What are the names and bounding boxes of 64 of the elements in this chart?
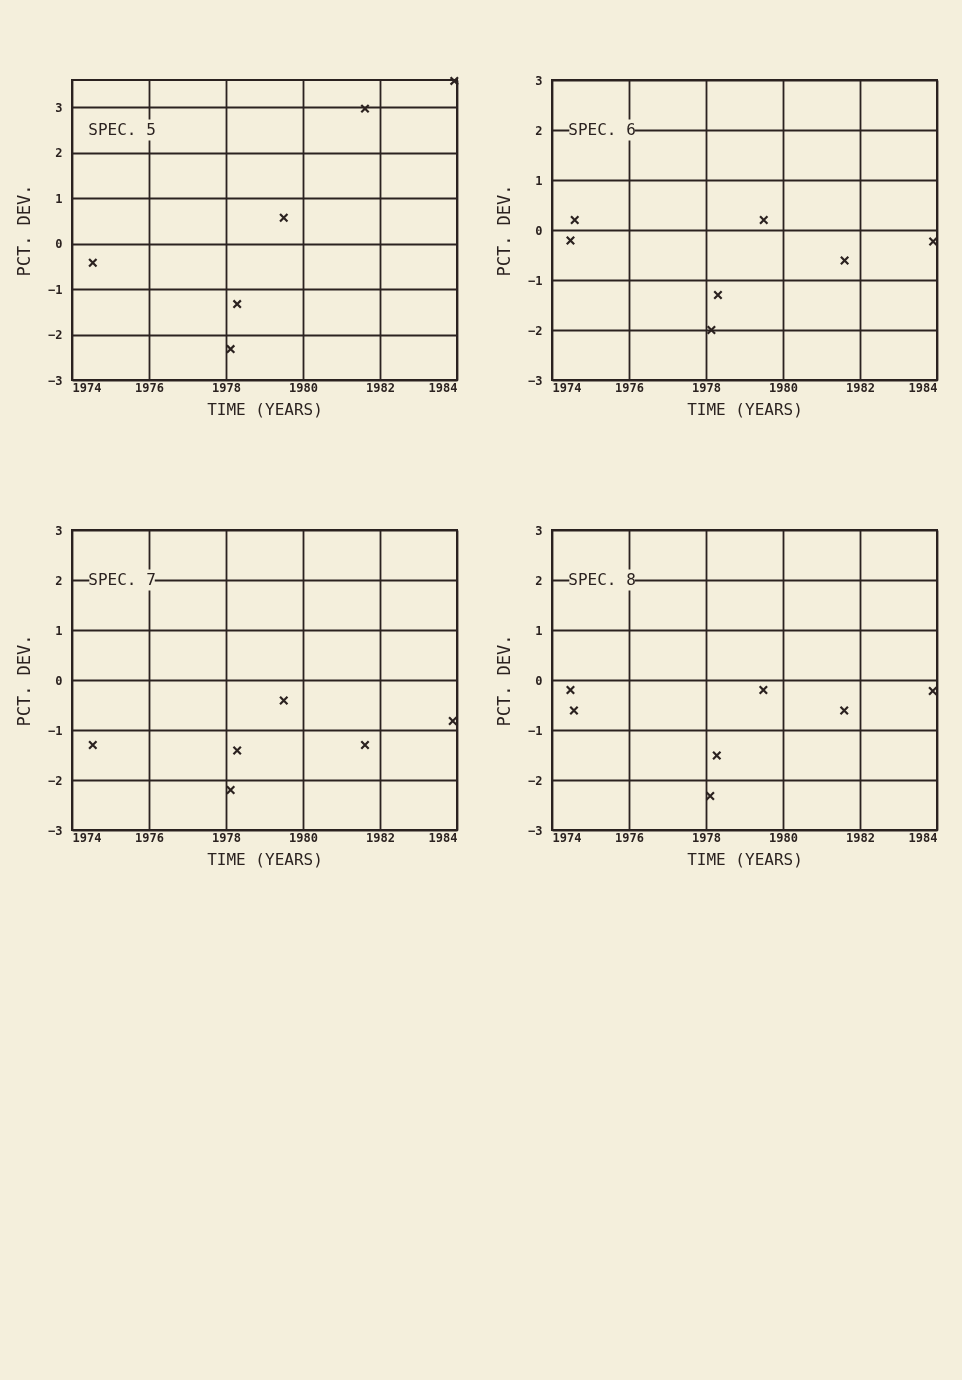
y-tick-label: 1	[55, 191, 63, 206]
y-tick-label: 1	[55, 623, 63, 638]
y-axis-title: PCT. DEV.	[14, 634, 35, 727]
x-tick-label: 1978	[692, 830, 721, 845]
y-tick-label: −2	[48, 328, 63, 343]
x-tick-label: 1982	[846, 830, 875, 845]
annotation: SPEC. 8	[568, 570, 636, 589]
y-tick-label: −3	[528, 823, 543, 838]
y-tick-label: −1	[528, 273, 543, 288]
y-tick-label: −2	[48, 773, 63, 788]
x-tick-label: 1978	[212, 380, 241, 395]
y-tick-label: 2	[55, 573, 63, 588]
x-tick-label: 1980	[289, 830, 318, 845]
x-axis-title: TIME (YEARS)	[207, 849, 323, 869]
x-tick-label: 1980	[769, 380, 798, 395]
y-tick-label: 3	[55, 100, 63, 115]
annotation: SPEC. 5	[88, 120, 156, 139]
x-tick-label: 1976	[615, 380, 644, 395]
y-tick-label: 3	[55, 523, 63, 538]
y-tick-label: −2	[528, 323, 543, 338]
y-axis-title: PCT. DEV.	[494, 184, 515, 277]
y-tick-label: 2	[535, 123, 543, 138]
x-tick-label: 1974	[552, 830, 582, 845]
y-tick-label: 1	[535, 173, 543, 188]
y-tick-label: −1	[48, 282, 63, 297]
annotation: SPEC. 6	[568, 120, 636, 139]
x-tick-label: 1974	[72, 830, 102, 845]
x-tick-label: 1976	[615, 830, 644, 845]
y-tick-label: 2	[535, 573, 543, 588]
x-tick-label: 1984	[908, 380, 938, 395]
y-tick-label: −3	[48, 373, 63, 388]
x-tick-label: 1974	[72, 380, 102, 395]
y-tick-label: 1	[535, 623, 543, 638]
y-tick-label: 2	[55, 146, 63, 161]
y-axis-title: PCT. DEV.	[14, 184, 35, 277]
x-tick-label: 1974	[552, 380, 582, 395]
y-tick-label: 0	[535, 673, 543, 688]
y-tick-label: −1	[48, 723, 63, 738]
x-tick-label: 1980	[289, 380, 318, 395]
y-tick-label: 3	[535, 73, 543, 88]
x-axis-title: TIME (YEARS)	[207, 399, 323, 419]
y-tick-label: −1	[528, 723, 543, 738]
y-axis-title: PCT. DEV.	[494, 634, 515, 727]
annotation: SPEC. 7	[88, 570, 156, 589]
x-tick-label: 1978	[692, 380, 721, 395]
x-tick-label: 1984	[908, 830, 938, 845]
x-tick-label: 1980	[769, 830, 798, 845]
y-tick-label: −2	[528, 773, 543, 788]
x-tick-label: 1978	[212, 830, 241, 845]
x-axis-title: TIME (YEARS)	[687, 399, 803, 419]
y-tick-label: 0	[55, 673, 63, 688]
y-tick-label: −3	[528, 373, 543, 388]
x-tick-label: 1982	[846, 380, 875, 395]
y-tick-label: 0	[535, 223, 543, 238]
x-tick-label: 1982	[366, 380, 395, 395]
x-tick-label: 1984	[428, 380, 458, 395]
y-tick-label: −3	[48, 823, 63, 838]
y-tick-label: 0	[55, 237, 63, 252]
x-tick-label: 1982	[366, 830, 395, 845]
x-tick-label: 1976	[135, 830, 164, 845]
x-tick-label: 1976	[135, 380, 164, 395]
x-tick-label: 1984	[428, 830, 458, 845]
y-tick-label: 3	[535, 523, 543, 538]
x-axis-title: TIME (YEARS)	[687, 849, 803, 869]
